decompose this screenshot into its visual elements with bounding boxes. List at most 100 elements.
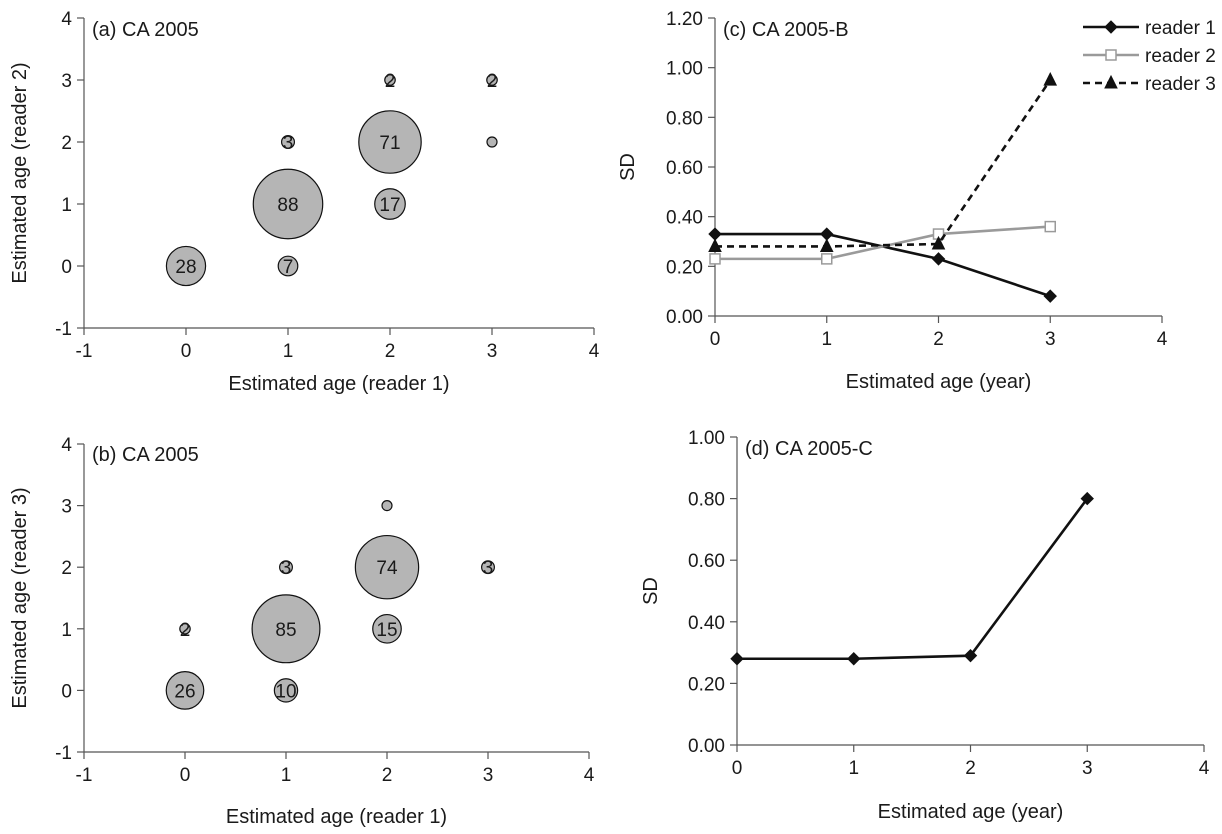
legend-label: reader 1 [1145,18,1216,39]
x-tick-label: 2 [382,765,393,786]
chart-title: (a) CA 2005 [92,19,199,41]
y-tick-label: 2 [61,133,72,154]
bubble-label: 15 [376,620,397,641]
y-tick-label: 1 [61,620,72,641]
bubble [252,168,324,240]
bubble [374,188,406,220]
point-marker [1104,74,1118,89]
point-marker [1080,491,1094,506]
x-tick-label: -1 [76,341,93,362]
bubble [165,245,207,287]
x-tick-label: 4 [589,341,600,362]
chart-b: -1 0 1 2 3 4 -1 0 1 2 3 4 Estimated age (reader 1) Es… [9,435,595,828]
x-axis-label: Estimated age (year) [846,371,1032,393]
y-axis-label: SD [617,153,639,181]
x-tick-label: 3 [1045,329,1056,350]
point-marker [821,253,833,265]
bubble [486,136,498,148]
y-tick-label: 0.20 [666,257,703,278]
series-line [715,225,1051,261]
y-tick-label: 2 [61,558,72,579]
x-tick-label: -1 [76,765,93,786]
bubble-label: 3 [281,558,292,579]
point-marker [1043,289,1057,303]
x-tick-label: 2 [965,758,976,779]
point-marker [708,238,722,252]
bubble [277,255,299,277]
x-tick-label: 0 [180,765,191,786]
point-marker [1043,71,1058,86]
y-axis-label: SD [640,577,662,605]
x-axis-label: Estimated age (reader 1) [226,806,447,828]
x-tick-label: 1 [848,758,859,779]
x-tick-label: 3 [1082,758,1093,779]
y-tick-label: 3 [61,71,72,92]
x-tick-label: 0 [710,329,721,350]
bubble-label: 26 [174,681,195,702]
bubble-label: 17 [379,195,400,216]
y-tick-label: 0.20 [688,674,725,695]
bubble-label: 71 [379,133,400,154]
y-tick-label: 0.40 [688,613,725,634]
y-axis-label: Estimated age (reader 3) [9,487,31,708]
y-tick-label: 1.00 [688,428,725,449]
chart-title: (c) CA 2005-B [723,19,849,41]
x-tick-label: 1 [283,341,294,362]
x-tick-label: 3 [487,341,498,362]
y-tick-label: 0.00 [666,307,703,328]
point-marker [820,227,834,241]
point-marker [819,238,834,252]
x-tick-label: 4 [1157,329,1168,350]
x-tick-label: 2 [385,341,396,362]
x-tick-label: 1 [281,765,292,786]
bubble [280,134,296,150]
x-axis-label: Estimated age (year) [878,801,1064,823]
y-tick-label: 0.00 [688,736,725,757]
y-tick-label: 0.80 [688,490,725,511]
bubble-label: 3 [283,133,294,154]
bubble-label: 10 [275,681,296,702]
series-line [715,79,1052,248]
series-line [715,232,1051,298]
x-tick-label: 0 [181,341,192,362]
x-tick-label: 4 [584,765,595,786]
point-marker [931,252,946,266]
legend-label: reader 2 [1145,46,1216,67]
y-tick-label: 4 [61,435,72,456]
series-line [737,497,1089,661]
bubble [486,74,498,86]
point-marker [931,235,946,250]
x-axis-label: Estimated age (reader 1) [228,373,449,395]
bubble [251,594,321,664]
x-tick-label: 1 [821,329,832,350]
chart-title: (d) CA 2005-C [745,438,873,460]
point-marker [1044,220,1056,233]
bubble-label: 2 [180,620,191,641]
legend-label: reader 3 [1145,74,1216,95]
bubble-label: 88 [277,195,298,216]
bubble [372,613,402,644]
y-tick-label: 1 [61,195,72,216]
point-marker [709,253,721,265]
bubble [279,560,293,575]
chart-a: -1 0 1 2 3 4 -1 0 1 2 3 4 Estimated age (reader 1) Es… [9,9,600,395]
point-marker [963,648,978,663]
bubble-label: 3 [483,558,494,579]
bubble [358,110,422,174]
y-tick-label: 0 [61,257,72,278]
bubble-label: 85 [275,620,296,641]
point-marker [1105,49,1117,61]
y-tick-label: 1.20 [666,9,703,30]
y-axis-label: Estimated age (reader 2) [9,62,31,283]
y-tick-label: 3 [61,497,72,518]
y-tick-label: 1.00 [666,59,703,80]
bubble-label: 2 [385,71,396,92]
x-tick-label: 4 [1199,758,1210,779]
point-marker [1104,20,1118,34]
bubble [481,560,495,575]
point-marker [708,227,722,241]
y-tick-label: 0.60 [666,158,703,179]
chart-c: 0 1 2 3 4 0.00 0.20 0.40 0.60 0.80 1.00 1.20 Estimat… [617,9,1216,393]
y-tick-label: 0.80 [666,108,703,129]
